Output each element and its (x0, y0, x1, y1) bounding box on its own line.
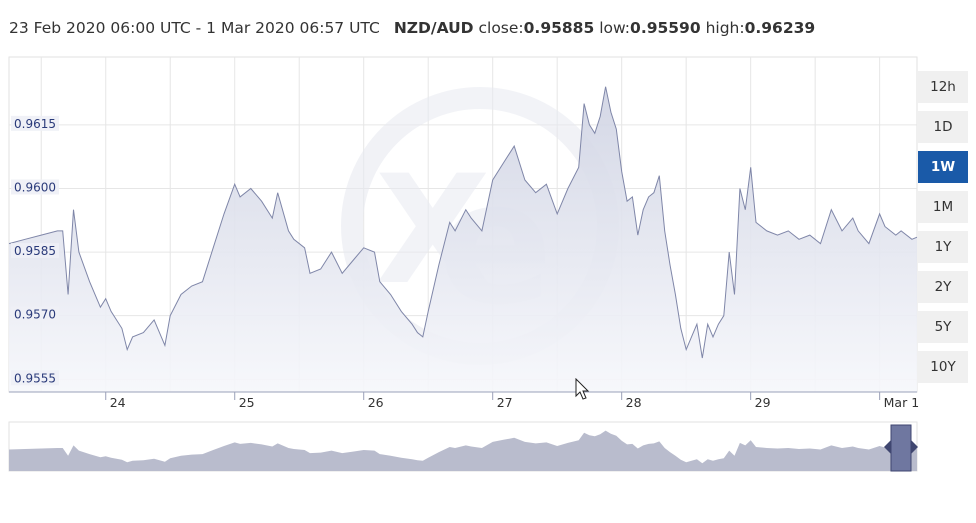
low-value: 0.95590 (630, 19, 701, 37)
y-tick-label: 0.9570 (11, 306, 59, 322)
series-line-nzd-aud (8, 86, 918, 359)
svg-text:0.9600: 0.9600 (14, 180, 56, 194)
series-area-nzd-aud (9, 86, 917, 392)
x-tick-label: 27 (497, 395, 513, 410)
svg-text:0.9570: 0.9570 (14, 308, 56, 322)
mouse-cursor-icon (575, 378, 590, 400)
navigator[interactable] (8, 421, 918, 472)
x-tick-label: Mar 1 (884, 395, 920, 410)
currency-pair: NZD/AUD (393, 19, 474, 37)
high-value: 0.96239 (744, 19, 816, 37)
x-tick-label: 24 (110, 395, 126, 410)
navigator-selection[interactable] (890, 424, 912, 472)
range-button-1d[interactable]: 1D (918, 111, 968, 143)
y-axis-ticks: 0.9615 0.9600 0.9585 0.9570 0.9555 (11, 115, 59, 386)
y-tick-label: 0.9600 (11, 179, 59, 195)
svg-text:0.9555: 0.9555 (14, 371, 56, 385)
range-button-1w[interactable]: 1W (918, 151, 968, 183)
navigator-handle-right-icon[interactable] (911, 440, 918, 454)
navigator-handle-left-icon[interactable] (884, 440, 891, 454)
y-tick-label: 0.9615 (11, 115, 59, 131)
x-axis-ticks: 24 25 26 27 28 29 Mar 1 (9, 391, 920, 410)
x-tick-label: 25 (239, 395, 255, 410)
y-tick-label: 0.9555 (11, 370, 59, 386)
x-tick-label: 28 (626, 395, 642, 410)
range-button-10y[interactable]: 10Y (918, 351, 968, 383)
range-button-12h[interactable]: 12h (918, 71, 968, 103)
range-button-1y[interactable]: 1Y (918, 231, 968, 263)
date-range-text: 23 Feb 2020 06:00 UTC - 1 Mar 2020 06:57… (9, 19, 380, 37)
svg-text:0.9585: 0.9585 (14, 244, 56, 258)
chart-header: 23 Feb 2020 06:00 UTC - 1 Mar 2020 06:57… (9, 19, 815, 37)
close-value: 0.95885 (523, 19, 595, 37)
svg-text:0.9615: 0.9615 (14, 117, 56, 131)
x-tick-label: 26 (368, 395, 384, 410)
range-button-1m[interactable]: 1M (918, 191, 968, 223)
range-button-2y[interactable]: 2Y (918, 271, 968, 303)
low-label: low: (599, 19, 631, 37)
navigator-area (9, 430, 917, 471)
high-label: high: (705, 19, 745, 37)
range-selector: 12h 1D 1W 1M 1Y 2Y 5Y 10Y (918, 71, 968, 391)
close-label: close: (478, 19, 524, 37)
x-tick-label: 29 (755, 395, 771, 410)
range-button-5y[interactable]: 5Y (918, 311, 968, 343)
y-tick-label: 0.9585 (11, 243, 59, 259)
